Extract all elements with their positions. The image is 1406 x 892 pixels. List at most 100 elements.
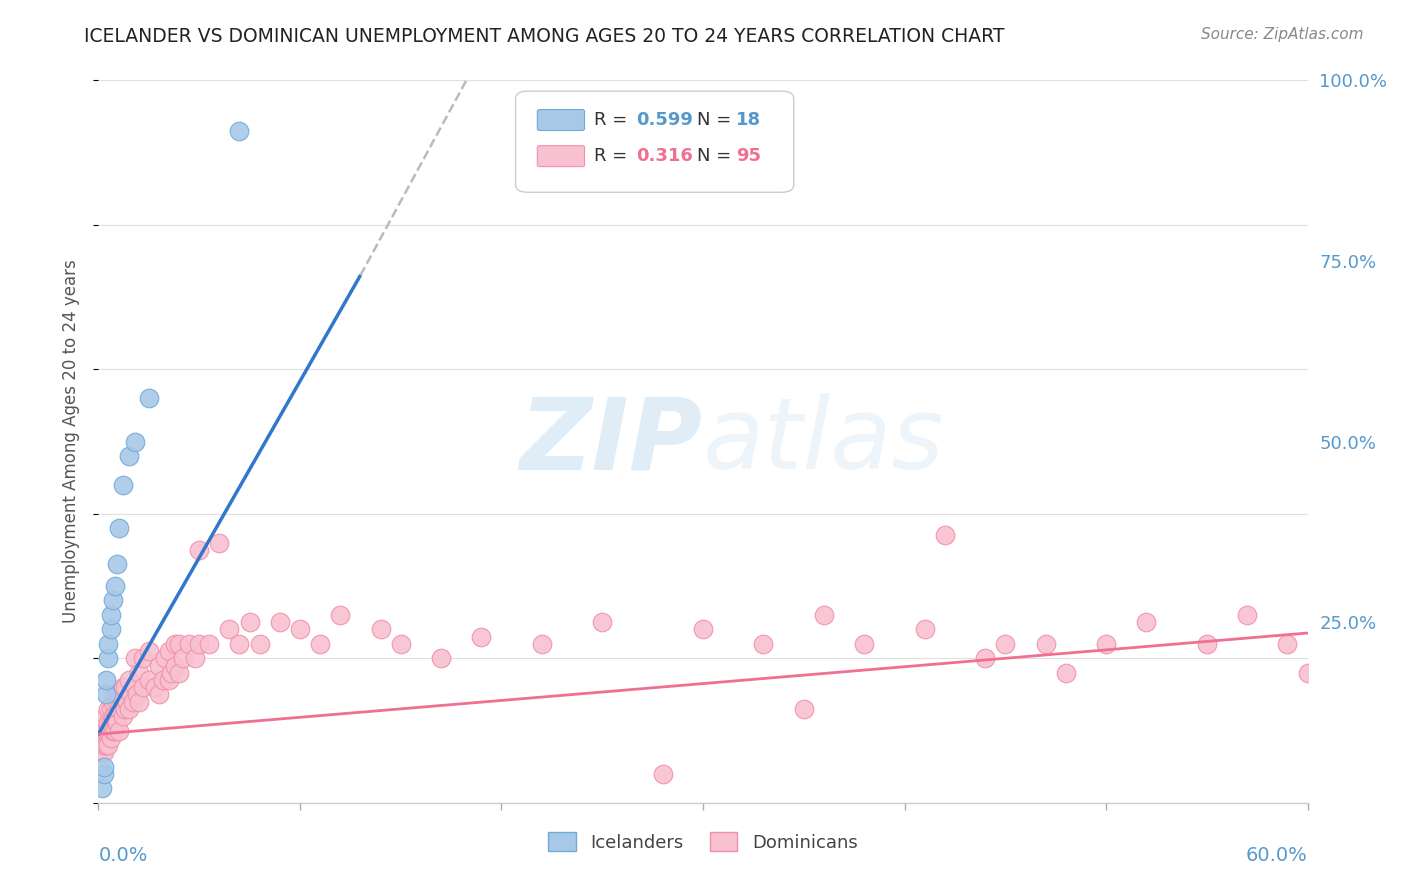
Point [114,702,136,716]
Point [125,687,148,701]
Point [1035,637,1057,651]
Point [157,644,180,658]
Point [105,558,128,572]
Text: R =: R = [595,111,633,129]
Point [96,673,118,687]
Point [1296,665,1319,680]
Point [370,623,392,637]
Point [934,528,956,542]
Point [93,767,115,781]
Point [100,702,122,716]
Point [269,615,291,630]
Point [138,644,160,658]
Point [124,434,146,449]
Point [188,542,211,557]
Point [1277,637,1299,651]
Point [107,521,129,535]
Point [105,695,128,709]
Point [1095,637,1118,651]
FancyBboxPatch shape [537,145,585,167]
Point [96,723,118,738]
Point [208,535,231,549]
Point [152,673,174,687]
Point [100,623,122,637]
Point [138,391,160,405]
Point [97,723,120,738]
Text: ZIP: ZIP [520,393,703,490]
Point [793,702,815,716]
Point [160,665,183,680]
Legend: Icelanders, Dominicans: Icelanders, Dominicans [541,825,865,859]
Point [239,615,262,630]
Point [100,607,122,622]
Point [97,651,120,665]
Point [163,658,186,673]
FancyBboxPatch shape [516,91,793,193]
Point [124,651,146,665]
Point [692,623,714,637]
Point [188,637,211,651]
Point [430,651,453,665]
Point [97,716,120,731]
Point [163,637,186,651]
Text: ICELANDER VS DOMINICAN UNEMPLOYMENT AMONG AGES 20 TO 24 YEARS CORRELATION CHART: ICELANDER VS DOMINICAN UNEMPLOYMENT AMON… [84,27,1005,45]
Point [101,723,124,738]
Point [101,695,124,709]
Point [97,702,120,716]
Point [288,623,311,637]
Point [93,723,115,738]
Point [128,695,150,709]
Point [167,665,190,680]
Point [93,738,115,752]
Point [103,709,125,723]
Point [1195,637,1218,651]
Point [249,637,271,651]
Point [157,673,180,687]
Point [329,607,352,622]
Point [101,709,124,723]
Point [114,680,136,694]
Point [184,651,207,665]
Point [167,637,190,651]
Point [132,651,155,665]
Point [91,781,114,796]
Point [1135,615,1157,630]
Point [96,687,118,701]
Point [172,651,194,665]
Point [107,687,129,701]
Point [228,637,250,651]
Point [118,449,141,463]
Text: N =: N = [697,147,737,165]
Point [198,637,221,651]
Point [97,738,120,752]
Text: 18: 18 [735,111,761,129]
Point [107,702,129,716]
Point [103,579,125,593]
Point [96,738,118,752]
Text: 0.0%: 0.0% [98,847,148,865]
Text: atlas: atlas [703,393,945,490]
Point [389,637,412,651]
Point [118,673,141,687]
Point [148,687,170,701]
Point [91,745,114,759]
Point [96,709,118,723]
Point [91,731,114,745]
Point [530,637,553,651]
Point [974,651,997,665]
Point [121,695,143,709]
Point [111,478,134,492]
Point [128,665,150,680]
Point [148,658,170,673]
Point [124,680,146,694]
FancyBboxPatch shape [537,110,585,130]
Point [143,680,166,694]
Point [651,767,673,781]
Point [218,623,240,637]
Point [118,702,141,716]
Point [107,723,129,738]
Text: 95: 95 [735,147,761,165]
Point [153,651,176,665]
Point [1054,665,1077,680]
Text: N =: N = [697,111,737,129]
